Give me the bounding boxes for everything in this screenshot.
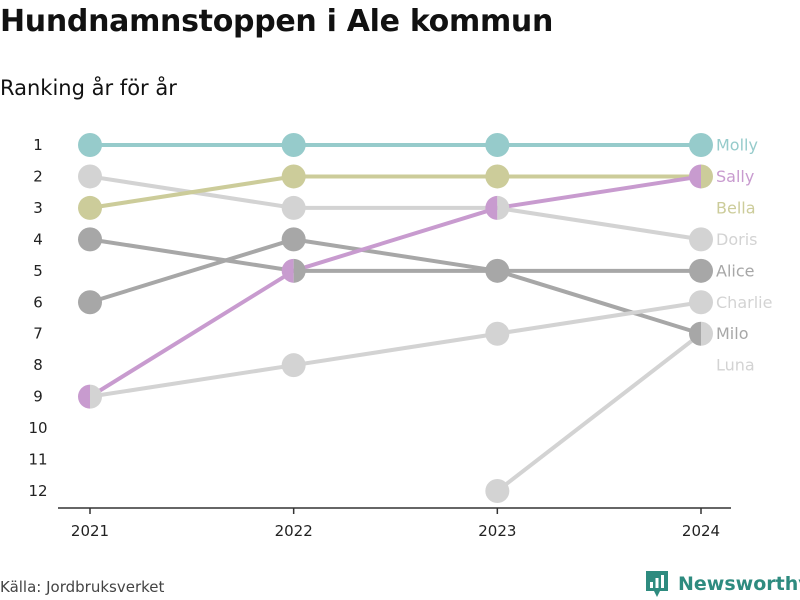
- source-note: Källa: Jordbruksverket: [0, 578, 165, 596]
- chart-title: Hundnamnstoppen i Ale kommun: [0, 4, 554, 39]
- point-marker: [78, 227, 102, 252]
- point-marker: [281, 227, 306, 252]
- point-marker: [689, 133, 713, 157]
- point-marker: [485, 164, 510, 189]
- point-marker-slice: [701, 321, 713, 346]
- end-label-sally: Sally: [716, 167, 754, 186]
- series-lines: [88, 143, 703, 493]
- point-marker-slice: [497, 195, 510, 220]
- point-marker-slice: [293, 258, 306, 283]
- point-marker: [78, 133, 102, 157]
- point-bella: [281, 164, 306, 189]
- y-tick-label: 1: [33, 136, 43, 154]
- x-tick-label: 2024: [682, 522, 720, 540]
- point-charlie: [689, 290, 713, 315]
- series-line-sally: [88, 174, 702, 399]
- end-label-doris: Doris: [716, 230, 757, 249]
- point-marker: [485, 258, 510, 283]
- y-tick-label: 5: [33, 262, 43, 280]
- point-marker-slice: [281, 258, 294, 283]
- point-alice: [689, 258, 713, 283]
- series-points: [78, 133, 713, 503]
- end-label-molly: Molly: [716, 136, 758, 155]
- point-marker-slice: [701, 164, 713, 189]
- point-sally-alice: [281, 258, 306, 283]
- point-marker-slice: [689, 164, 701, 189]
- brand-logo: Newsworthy: [644, 568, 800, 600]
- point-molly: [485, 133, 510, 157]
- end-labels: Molly Sally Bella Doris Alice Charlie Milo Luna: [716, 136, 772, 375]
- point-doris: [281, 195, 306, 220]
- y-tick-label: 4: [33, 230, 43, 248]
- y-tick-label: 11: [28, 451, 47, 469]
- series-line-milo: [89, 237, 702, 336]
- end-label-alice: Alice: [716, 261, 754, 280]
- end-label-luna: Luna: [716, 356, 755, 375]
- point-marker: [281, 164, 306, 189]
- point-doris: [689, 227, 713, 252]
- point-marker: [281, 195, 306, 220]
- point-marker: [689, 290, 713, 315]
- chart-subtitle: Ranking år för år: [0, 76, 177, 100]
- point-marker-slice: [689, 321, 701, 346]
- point-molly: [689, 133, 713, 157]
- point-marker-slice: [78, 384, 90, 409]
- series-line-alice: [89, 237, 701, 273]
- point-milo-luna: [689, 321, 713, 346]
- x-tick-label: 2022: [275, 522, 313, 540]
- point-sally-bella: [689, 164, 713, 189]
- point-marker: [689, 227, 713, 252]
- point-marker: [281, 133, 306, 157]
- y-tick-label: 12: [28, 482, 47, 500]
- y-tick-label: 8: [33, 356, 43, 374]
- point-alice: [78, 227, 102, 252]
- newsworthy-logo-icon: [646, 571, 668, 597]
- y-tick-label: 10: [28, 419, 47, 437]
- point-alice-milo: [485, 258, 510, 283]
- y-tick-label: 6: [33, 293, 43, 311]
- point-marker: [689, 258, 713, 283]
- point-marker-slice: [90, 384, 102, 409]
- end-label-bella: Bella: [716, 198, 756, 217]
- point-marker: [281, 353, 306, 378]
- point-marker: [485, 133, 510, 157]
- point-molly: [78, 133, 102, 157]
- x-tick-label: 2023: [478, 522, 516, 540]
- series-line-bella: [89, 174, 701, 210]
- point-sally-doris: [485, 195, 510, 220]
- point-bella: [485, 164, 510, 189]
- y-tick-label: 9: [33, 388, 43, 406]
- point-marker-slice: [485, 195, 498, 220]
- series-line-doris: [89, 174, 702, 242]
- end-label-charlie: Charlie: [716, 293, 772, 312]
- point-marker: [78, 164, 102, 189]
- point-milo: [78, 290, 102, 315]
- point-sally-charlie: [78, 384, 102, 409]
- end-label-milo: Milo: [716, 324, 748, 343]
- point-charlie: [281, 353, 306, 378]
- point-marker: [485, 321, 510, 346]
- point-marker: [78, 290, 102, 315]
- point-marker: [485, 479, 510, 503]
- y-tick-label: 2: [33, 167, 43, 185]
- point-marker: [78, 195, 102, 220]
- point-charlie: [485, 321, 510, 346]
- x-tick-label: 2021: [71, 522, 109, 540]
- point-milo: [281, 227, 306, 252]
- point-doris: [78, 164, 102, 189]
- point-luna: [485, 479, 510, 503]
- y-tick-label: 3: [33, 199, 43, 217]
- point-bella: [78, 195, 102, 220]
- point-molly: [281, 133, 306, 157]
- series-line-charlie: [89, 300, 702, 399]
- y-tick-label: 7: [33, 325, 43, 343]
- series-line-luna: [496, 332, 703, 493]
- brand-name: Newsworthy: [678, 573, 800, 595]
